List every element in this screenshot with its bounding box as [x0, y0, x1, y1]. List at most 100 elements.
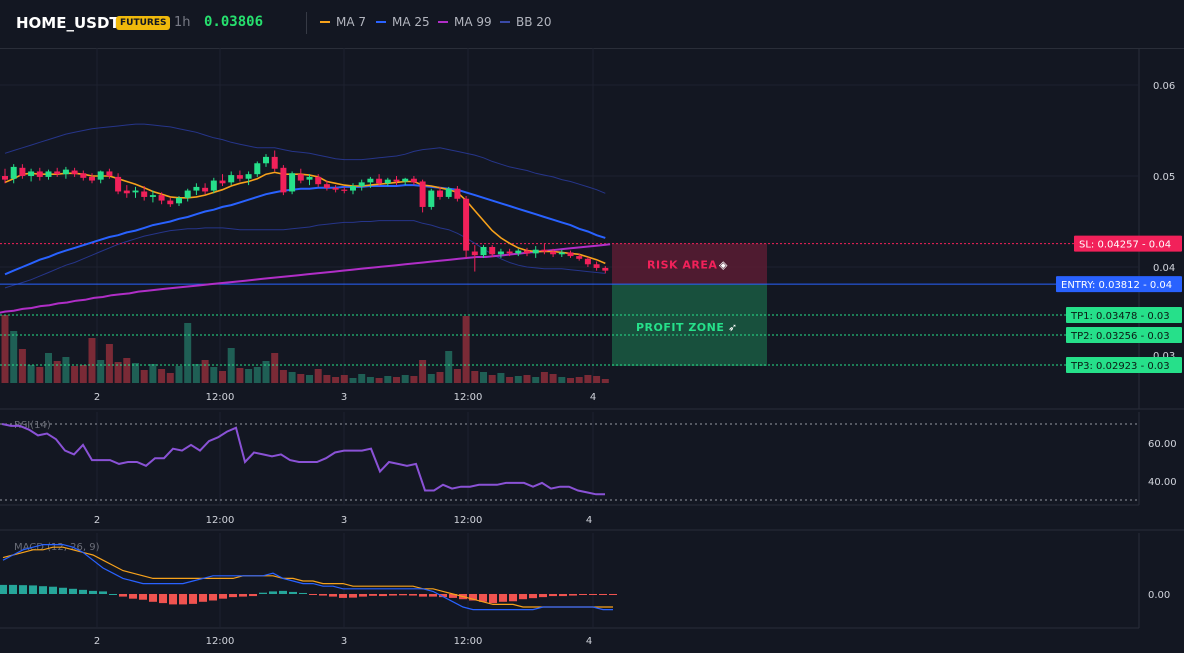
time-tick-label: 12:00 [206, 636, 235, 647]
legend-ma25[interactable]: MA 25 [376, 15, 430, 29]
volume-bar [575, 377, 583, 383]
candle-body [497, 251, 504, 255]
rsi-pane: RSI(14) 60.00 40.00 [0, 420, 1177, 501]
candle-body [245, 174, 252, 179]
macd-histogram-bar [539, 594, 547, 598]
macd-histogram-bar [369, 594, 377, 596]
volume-bar [88, 338, 96, 383]
volume-bar [384, 376, 392, 383]
symbol-name[interactable]: HOME_USDT [16, 14, 120, 32]
candle-body [315, 176, 322, 185]
legend-ma99[interactable]: MA 99 [438, 15, 492, 29]
volume-bar [132, 363, 139, 383]
macd-histogram-bar [279, 590, 287, 594]
volume-bar [166, 373, 174, 383]
volume-bar [105, 344, 113, 383]
candle-body [584, 258, 591, 265]
macd-histogram-bar [99, 591, 107, 594]
macd-tick-label: 0.00 [1148, 590, 1170, 601]
candle-body [541, 249, 548, 252]
volume-bar [219, 371, 226, 383]
volume-bars [1, 315, 609, 383]
volume-bar [393, 377, 400, 383]
volume-bar [158, 369, 166, 383]
timeframe-label[interactable]: 1h [174, 15, 191, 30]
candle-body [71, 170, 78, 175]
volume-bar [540, 372, 548, 383]
macd-histogram-bar [489, 594, 497, 604]
candle-body [167, 200, 174, 205]
candle-body [489, 246, 496, 255]
macd-pane: MACD (12, 26, 9)0.00 [0, 542, 1170, 611]
legend-ma99-label: MA 99 [454, 15, 492, 29]
candle-body [358, 182, 365, 187]
volume-bar [1, 315, 9, 383]
rsi-tick-label: 40.00 [1148, 477, 1177, 488]
macd-histogram-bar [19, 585, 27, 594]
candle-body [280, 167, 287, 193]
candle-body [254, 163, 261, 175]
macd-histogram-bar [189, 594, 197, 604]
volume-bar [114, 362, 122, 383]
volume-bar [584, 375, 592, 383]
volume-bar [306, 375, 313, 383]
macd-histogram-bar [549, 594, 557, 597]
candle-body [184, 190, 191, 198]
profit-zone-label: PROFIT ZONE [636, 321, 724, 334]
macd-histogram-bar [39, 586, 47, 594]
legend-ma7[interactable]: MA 7 [320, 15, 366, 29]
candle-body [480, 246, 487, 256]
macd-histogram-bar [159, 594, 167, 604]
candle-body [132, 190, 139, 193]
candle-body [97, 171, 104, 180]
sl-tag-bg [1074, 235, 1182, 252]
volume-bar [471, 371, 479, 383]
candle-body [271, 156, 278, 169]
macd-histogram-bar [119, 594, 127, 597]
time-tick-label: 12:00 [206, 392, 235, 403]
tp2-tag-label: TP2: 0.03256 - 0.03 [1070, 331, 1170, 342]
candle-body [62, 169, 69, 175]
candle-body [89, 176, 95, 181]
macd-histogram-bar [609, 594, 617, 595]
macd-histogram-bar [439, 594, 447, 598]
macd-histogram-bar [329, 594, 337, 597]
volume-bar [514, 376, 522, 383]
candle-body [524, 250, 530, 254]
macd-histogram-bar [139, 594, 147, 600]
candle-body [202, 187, 209, 192]
legend-bb20[interactable]: BB 20 [500, 15, 552, 29]
time-tick-label: 12:00 [454, 515, 483, 526]
macd-histogram-bar [589, 594, 597, 595]
volume-bar [79, 365, 87, 383]
macd-histogram-bar [349, 594, 357, 598]
macd-histogram-bar [379, 594, 387, 597]
ma25-line [4, 184, 606, 276]
level-tags: SL: 0.04257 - 0.04 ENTRY: 0.03812 - 0.04 T… [1056, 235, 1182, 373]
candle-body [558, 252, 565, 255]
candle-body [306, 176, 313, 180]
candle-body [419, 181, 426, 207]
volume-bar [532, 377, 540, 383]
time-tick-label: 4 [586, 515, 592, 526]
time-tick-label: 2 [94, 636, 100, 647]
last-price: 0.03806 [204, 14, 264, 30]
volume-bar [436, 372, 444, 383]
tp1-tag-label: TP1: 0.03478 - 0.03 [1070, 311, 1170, 322]
volume-bar [123, 358, 131, 383]
volume-bar [297, 374, 305, 383]
volume-bar [210, 367, 218, 383]
macd-histogram-bar [419, 594, 427, 597]
candle-body [445, 188, 452, 197]
macd-histogram-bar [299, 592, 307, 594]
macd-histogram-bar [429, 594, 437, 597]
macd-histogram-bar [579, 594, 587, 595]
candle-body [54, 171, 61, 175]
candle-body [454, 188, 461, 199]
macd-histogram-bar [209, 594, 217, 601]
pane-frames [0, 48, 1184, 629]
macd-histogram-bar [399, 594, 407, 596]
volume-bar [71, 366, 79, 383]
macd-histogram-bar [499, 594, 507, 602]
